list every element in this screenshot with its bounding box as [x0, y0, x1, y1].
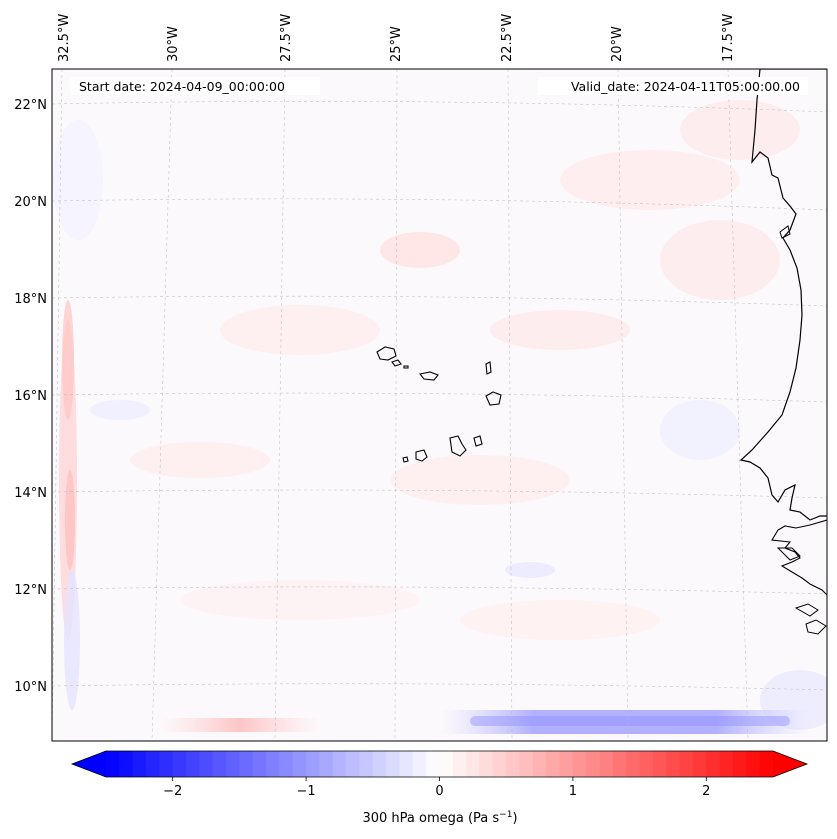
colorbar-segment	[386, 751, 401, 777]
colorbar-segment	[172, 751, 187, 777]
africa-coastline-south	[771, 519, 827, 596]
map-frame	[51, 68, 828, 742]
colorbar-segment	[652, 751, 667, 777]
colorbar-segment	[519, 751, 534, 777]
colorbar-segment	[506, 751, 521, 777]
colorbar-segment	[266, 751, 281, 777]
africa-coastline	[739, 69, 827, 521]
colorbar-segment	[186, 751, 200, 777]
lat-label-16n: 16°N	[14, 389, 47, 404]
colorbar-tick-label: 1	[569, 784, 577, 799]
lat-label-12n: 12°N	[14, 583, 47, 598]
colorbar-segment	[452, 751, 467, 777]
colorbar-segments	[72, 751, 807, 777]
start-date-text: Start date: 2024-04-09_00:00:00	[79, 79, 285, 94]
lon-label-20w: 20°W	[610, 26, 625, 62]
lon-label-27-5w: 27.5°W	[279, 14, 294, 62]
map-panel	[52, 69, 827, 741]
colorbar-segment	[626, 751, 641, 777]
lon-label-17-5w: 17.5°W	[721, 14, 736, 62]
start-date-box	[70, 77, 320, 95]
colorbar-segment	[559, 751, 574, 777]
lon-label-25w: 25°W	[389, 26, 404, 62]
colorbar-segment	[146, 751, 160, 777]
colorbar-segment	[279, 751, 294, 777]
colorbar-segment	[212, 751, 227, 777]
colorbar-segment	[532, 751, 547, 777]
colorbar-segment	[692, 751, 707, 777]
colorbar-segment	[666, 751, 681, 777]
colorbar-extend-min	[72, 751, 106, 777]
colorbar-segment	[119, 751, 134, 777]
colorbar-tick-label: 0	[435, 784, 443, 799]
colorbar-segment	[746, 751, 761, 777]
colorbar-segment	[412, 751, 427, 777]
colorbar-label: 300 hPa omega (Pa s−1)	[362, 810, 517, 826]
colorbar-tick-label: 2	[702, 784, 710, 799]
colorbar-segment	[572, 751, 587, 777]
colorbar-extend-max	[773, 751, 807, 777]
valid-date-box	[538, 77, 808, 95]
colorbar-segment	[319, 751, 334, 777]
colorbar-segment	[346, 751, 361, 777]
colorbar-segment	[612, 751, 627, 777]
longitude-labels: 32.5°W 30°W 27.5°W 25°W 22.5°W 20°W 17.5…	[57, 14, 736, 62]
lat-label-10n: 10°N	[14, 680, 47, 695]
colorbar: −2 −1 0 1 2 300 hPa omega (Pa s−1)	[70, 750, 809, 826]
colorbar-segment	[639, 751, 654, 777]
lon-label-32-5w: 32.5°W	[57, 14, 72, 62]
lat-label-18n: 18°N	[14, 292, 47, 307]
colorbar-segment	[292, 751, 307, 777]
colorbar-segment	[359, 751, 374, 777]
gridlines	[52, 69, 827, 741]
colorbar-segment	[332, 751, 347, 777]
cape-verde-islands	[376, 346, 502, 463]
colorbar-segment	[706, 751, 721, 777]
lat-label-22n: 22°N	[14, 98, 47, 113]
valid-date-text: Valid_date: 2024-04-11T05:00:00.00	[571, 79, 800, 94]
colorbar-segment	[399, 751, 414, 777]
lat-label-20n: 20°N	[14, 195, 47, 210]
colorbar-segment	[479, 751, 494, 777]
colorbar-segment	[759, 751, 774, 777]
colorbar-segment	[599, 751, 614, 777]
colorbar-segment	[372, 751, 387, 777]
lon-label-22-5w: 22.5°W	[500, 14, 515, 62]
colorbar-segment	[679, 751, 694, 777]
colorbar-segment	[732, 751, 747, 777]
colorbar-segment	[439, 751, 454, 777]
colorbar-tick-label: −1	[297, 784, 316, 799]
lon-label-30w: 30°W	[166, 26, 181, 62]
colorbar-segment	[719, 751, 734, 777]
colorbar-segment	[306, 751, 321, 777]
colorbar-segment	[252, 751, 267, 777]
latitude-labels: 22°N 20°N 18°N 16°N 14°N 12°N 10°N	[14, 98, 47, 695]
colorbar-segment	[106, 751, 120, 777]
colorbar-outline	[70, 750, 809, 778]
colorbar-segment	[199, 751, 214, 777]
colorbar-segment	[466, 751, 481, 777]
colorbar-tick-label: −2	[163, 784, 182, 799]
colorbar-segment	[226, 751, 240, 777]
colorbar-ticks: −2 −1 0 1 2	[163, 777, 710, 799]
lat-label-14n: 14°N	[14, 486, 47, 501]
colorbar-segment	[426, 751, 441, 777]
colorbar-segment	[546, 751, 561, 777]
omega-field	[52, 69, 827, 741]
colorbar-segment	[239, 751, 254, 777]
colorbar-segment	[492, 751, 507, 777]
colorbar-segment	[586, 751, 601, 777]
colorbar-segment	[132, 751, 147, 777]
colorbar-segment	[159, 751, 174, 777]
